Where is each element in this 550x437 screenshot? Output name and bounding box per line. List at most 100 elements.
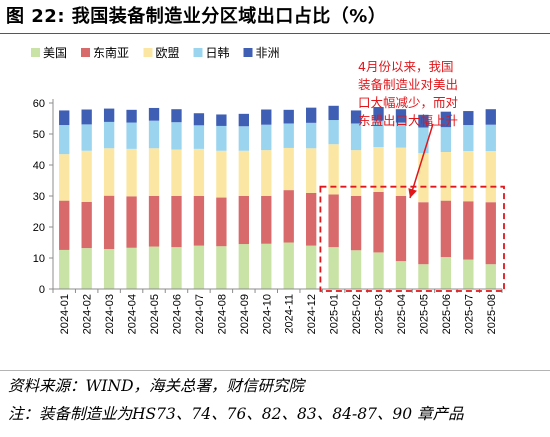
bar-segment — [171, 247, 182, 289]
legend-swatch — [81, 48, 90, 57]
bar-segment — [395, 122, 407, 148]
annotation-text: 4月份以来，我国装备制造业对美出口大幅减少，而对东盟出口大幅上升 — [358, 59, 458, 128]
bar-segment — [126, 122, 137, 149]
x-tick-label: 2024-06 — [171, 294, 183, 334]
figure-title: 图 22: 我国装备制造业分区域出口占比（%） — [6, 6, 387, 27]
bar-segment — [373, 252, 384, 289]
bar-segment — [418, 114, 429, 128]
y-tick-label: 50 — [33, 129, 45, 141]
legend-label: 欧盟 — [156, 46, 180, 60]
x-tick-label: 2025-08 — [486, 294, 498, 334]
x-tick-label: 2024-05 — [149, 294, 161, 334]
bar-segment — [283, 123, 294, 148]
bar-segment — [350, 250, 362, 289]
bar-segment — [306, 107, 317, 123]
bar-segment — [373, 107, 384, 121]
bar-segment — [328, 120, 339, 145]
bar-segment — [463, 151, 474, 202]
bar-segment — [126, 148, 137, 197]
x-tick-label: 2025-07 — [463, 294, 475, 334]
bar-segment — [148, 107, 160, 121]
bar-segment — [261, 150, 272, 196]
bar-segment — [395, 261, 407, 289]
bar-segment — [306, 148, 317, 193]
bar-segment — [81, 109, 92, 125]
bar-segment — [59, 249, 70, 289]
bar-segment — [328, 144, 339, 195]
annotation: 4月份以来，我国装备制造业对美出口大幅减少，而对东盟出口大幅上升 — [319, 59, 505, 292]
bar-segment — [373, 191, 384, 253]
x-tick-label: 2024-12 — [306, 294, 318, 334]
x-tick-label: 2024-09 — [239, 294, 251, 334]
bar-segment — [395, 109, 407, 123]
bar-segment — [103, 249, 115, 289]
bar-segment — [418, 264, 429, 289]
bar-segment — [103, 121, 115, 149]
x-tick-label: 2025-04 — [396, 294, 408, 334]
bar-segment — [126, 196, 137, 248]
chart-svg: 美国 东南亚 欧盟 日韩 非洲 0 10 20 30 40 50 60 2024-01 2024-02 2… — [31, 45, 505, 334]
x-tick-label: 2024-01 — [59, 294, 71, 334]
bar-segment — [306, 192, 317, 246]
bar-segment — [171, 196, 182, 248]
bar-segment — [463, 111, 474, 126]
bar-segment — [193, 196, 205, 246]
bar-segment — [373, 120, 384, 148]
bar-segment — [306, 122, 317, 149]
bar-segment — [395, 147, 407, 196]
x-tick-label: 2025-02 — [351, 294, 363, 334]
bar-segment — [485, 151, 496, 203]
bar-segment — [261, 243, 272, 289]
bar-segment — [350, 123, 362, 151]
bar-segment — [81, 150, 92, 202]
source-note: 资料来源：WIND，海关总署，财信研究院 — [8, 377, 305, 395]
annotation-arrowhead — [408, 188, 417, 198]
y-tick-label: 0 — [39, 284, 45, 296]
x-tick-label: 2025-03 — [374, 294, 386, 334]
bar-segment — [440, 257, 452, 289]
bar-segment — [171, 109, 182, 123]
bar-segment — [148, 120, 160, 149]
annotation-arrow — [409, 123, 434, 199]
bar-segment — [463, 259, 474, 289]
bar-segment — [216, 197, 227, 247]
bar-segment — [59, 110, 70, 126]
bar-segment — [193, 113, 205, 126]
legend-label: 非洲 — [256, 46, 280, 60]
bar-segment — [81, 248, 92, 289]
bar-segment — [193, 148, 205, 196]
legend-label: 美国 — [43, 46, 67, 60]
bar-segment — [126, 247, 137, 289]
bar-segment — [283, 242, 294, 289]
y-tick-label: 30 — [33, 191, 45, 203]
x-tick-label: 2024-03 — [104, 294, 116, 334]
bar-segment — [350, 196, 362, 251]
bar-segment — [216, 150, 227, 198]
bar-segment — [148, 148, 160, 196]
bar-segment — [485, 264, 496, 289]
bar-segment — [328, 247, 339, 289]
y-tick-label: 20 — [33, 222, 45, 234]
title-divider — [0, 33, 550, 34]
bar-segment — [216, 246, 227, 289]
bar-segment — [193, 245, 205, 289]
chart: 美国 东南亚 欧盟 日韩 非洲 0 10 20 30 40 50 60 2024-01 2024-02 2… — [20, 38, 534, 346]
bar-segment — [418, 153, 429, 203]
bar-segment — [238, 196, 249, 245]
bar-segment — [463, 201, 474, 260]
bar-segment — [261, 124, 272, 151]
bar-segment — [238, 150, 249, 196]
bar-segment — [171, 149, 182, 196]
bar-segment — [395, 196, 407, 262]
legend-swatch — [31, 48, 40, 57]
bar-segment — [306, 245, 317, 289]
bar-segment — [216, 125, 227, 151]
bar-segment — [261, 196, 272, 244]
annotation-line: 4月份以来，我国 — [358, 59, 453, 74]
bar-segment — [59, 200, 70, 250]
bar-segment — [148, 246, 160, 289]
bar-segment — [238, 244, 249, 289]
bar-segment — [148, 196, 160, 247]
legend-label: 日韩 — [206, 45, 230, 60]
bar-segment — [328, 105, 339, 121]
